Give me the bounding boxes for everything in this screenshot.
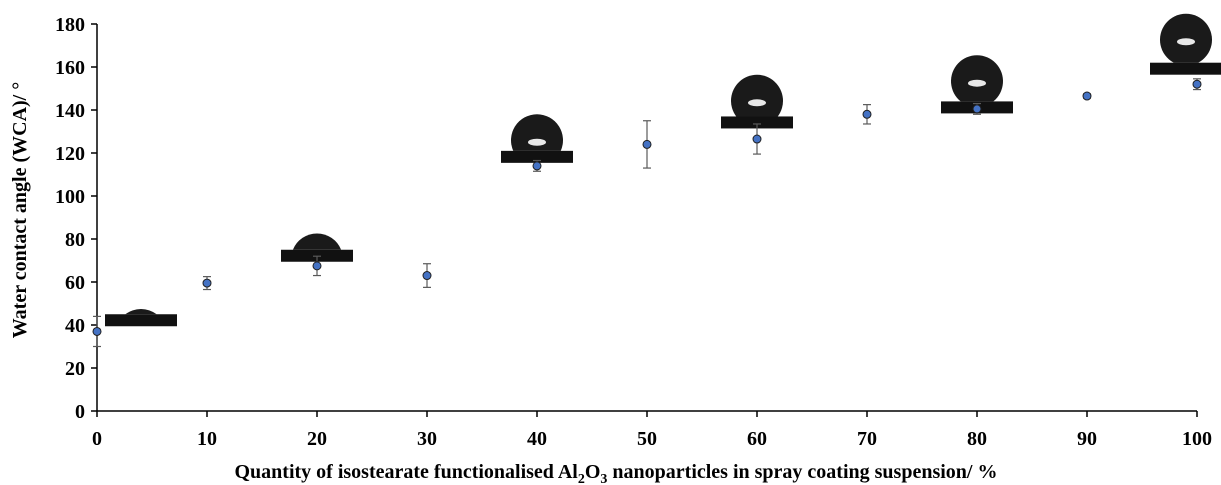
error-bars [93, 78, 1201, 348]
droplet-images [105, 13, 1221, 327]
substrate-shape [105, 314, 177, 327]
y-tick-label: 20 [65, 358, 85, 380]
x-tick-label: 0 [92, 428, 102, 450]
data-point [1082, 91, 1092, 101]
x-tick-label: 30 [417, 428, 437, 450]
data-point [642, 139, 652, 149]
y-tick-label: 140 [55, 100, 85, 122]
droplet-image [721, 74, 793, 129]
y-tick-label: 120 [55, 143, 85, 165]
x-tick-label: 90 [1077, 428, 1097, 450]
droplet-highlight [748, 99, 766, 107]
substrate-shape [501, 150, 573, 163]
substrate-shape [1150, 62, 1221, 75]
droplet-shape [125, 309, 157, 315]
x-tick-label: 70 [857, 428, 877, 450]
data-point [422, 271, 432, 281]
y-tick-label: 100 [55, 186, 85, 208]
droplet-shape [951, 55, 1004, 102]
axes [96, 24, 1197, 412]
x-axis-title: Quantity of isostearate functionalised A… [235, 461, 998, 485]
x-tick-label: 50 [637, 428, 657, 450]
droplet-image [105, 309, 177, 327]
droplet-shape [1160, 13, 1213, 63]
x-tick-label: 80 [967, 428, 987, 450]
droplet-shape [292, 233, 342, 250]
data-point [862, 109, 872, 119]
droplet-highlight [528, 138, 546, 146]
droplet-shape [731, 74, 783, 117]
data-point [1192, 79, 1202, 89]
y-tick-label: 160 [55, 57, 85, 79]
x-ticks: 0 10 20 30 40 50 60 70 80 90 100 [92, 411, 1212, 450]
data-points [92, 79, 1202, 336]
data-point [532, 161, 542, 171]
droplet-highlight [968, 79, 986, 87]
droplet-image [501, 114, 573, 163]
y-axis-title: Water contact angle (WCA)/ ° [9, 82, 31, 338]
data-point [752, 134, 762, 144]
droplet-shape [511, 114, 563, 151]
data-point [92, 326, 102, 336]
y-tick-label: 40 [65, 315, 85, 337]
substrate-shape [721, 116, 793, 129]
data-point [312, 261, 322, 271]
y-tick-label: 0 [75, 401, 85, 423]
data-point [202, 278, 212, 288]
y-ticks: 0 20 40 60 80 100 120 140 160 180 [55, 14, 97, 423]
droplet-image [1150, 13, 1221, 75]
y-tick-label: 80 [65, 229, 85, 251]
x-tick-label: 20 [307, 428, 327, 450]
x-tick-label: 100 [1182, 428, 1212, 450]
data-point [972, 104, 982, 114]
y-tick-label: 60 [65, 272, 85, 294]
x-tick-label: 40 [527, 428, 547, 450]
y-tick-label: 180 [55, 14, 85, 36]
x-tick-label: 10 [197, 428, 217, 450]
x-tick-label: 60 [747, 428, 767, 450]
droplet-highlight [1177, 38, 1195, 46]
